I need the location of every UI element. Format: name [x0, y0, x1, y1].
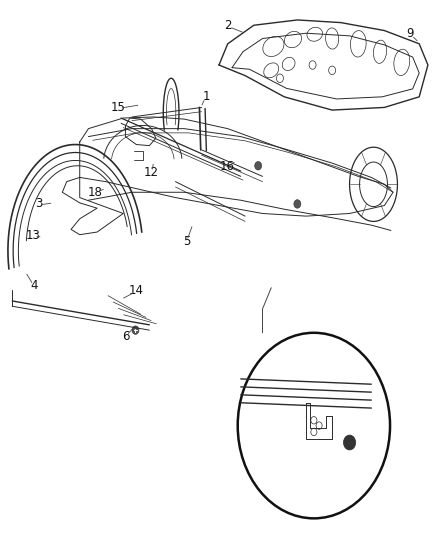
Text: 9: 9 [407, 27, 414, 39]
Text: 15: 15 [110, 101, 125, 114]
Text: 3: 3 [35, 197, 42, 211]
Text: 6: 6 [122, 330, 129, 343]
Text: 8: 8 [361, 411, 368, 424]
Text: 1: 1 [202, 90, 210, 103]
Text: 16: 16 [219, 160, 234, 173]
Text: 5: 5 [183, 235, 190, 247]
Text: 7: 7 [246, 414, 253, 427]
Text: 4: 4 [30, 279, 38, 292]
Text: 18: 18 [88, 186, 102, 199]
Circle shape [254, 161, 261, 170]
Text: 14: 14 [129, 284, 144, 297]
Circle shape [343, 435, 356, 450]
Text: 12: 12 [144, 166, 159, 179]
Text: 2: 2 [224, 19, 231, 32]
Circle shape [294, 200, 301, 208]
Circle shape [132, 326, 139, 334]
Text: 13: 13 [25, 229, 40, 242]
Circle shape [238, 333, 390, 519]
